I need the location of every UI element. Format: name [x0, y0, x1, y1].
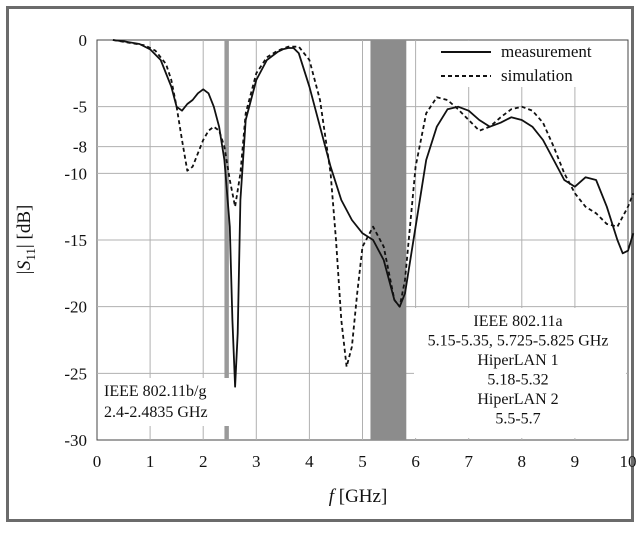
y-tick-label: -20: [64, 298, 87, 317]
series-line-simulation: [112, 39, 635, 368]
y-tick-label: -5: [73, 98, 87, 117]
y-tick-label: -25: [64, 364, 87, 383]
annotation-11a-line: 5.15-5.35, 5.725-5.825 GHz: [428, 333, 609, 350]
x-axis-label: f [GHz]: [329, 486, 388, 507]
x-tick-label: 9: [571, 452, 580, 471]
x-tick-label: 10: [620, 452, 637, 471]
frequency-band-2: [370, 40, 407, 440]
y-tick-label: -10: [64, 164, 87, 183]
series-line-measurement: [112, 39, 635, 388]
x-tick-label: 7: [464, 452, 473, 471]
x-tick-label: 0: [93, 452, 102, 471]
y-tick-label: -15: [64, 231, 87, 250]
y-tick-label: -30: [64, 431, 87, 450]
legend-label-measurement: measurement: [501, 42, 592, 61]
x-tick-label: 3: [252, 452, 261, 471]
x-tick-label: 5: [358, 452, 367, 471]
legend-label-simulation: simulation: [501, 66, 573, 85]
annotation-11a-line: HiperLAN 1: [477, 352, 558, 369]
y-tick-label: -8: [73, 138, 87, 157]
x-tick-label: 8: [518, 452, 527, 471]
annotation-11a-line: IEEE 802.11a: [473, 313, 562, 330]
y-axis-label: |S11| [dB]: [14, 205, 38, 276]
x-tick-label: 1: [146, 452, 155, 471]
legend-box: [436, 41, 624, 87]
annotation-11a-line: 5.5-5.7: [495, 411, 540, 428]
x-tick-label: 6: [411, 452, 420, 471]
x-tick-label: 2: [199, 452, 208, 471]
x-tick-label: 4: [305, 452, 314, 471]
annotation-11a-line: 5.18-5.32: [487, 372, 548, 389]
annotation-11bg-line: 2.4-2.4835 GHz: [104, 404, 208, 421]
annotation-11bg-line: IEEE 802.11b/g: [104, 383, 207, 400]
frequency-band-1: [224, 40, 229, 440]
annotation-box-11a: [414, 308, 626, 438]
annotation-11a-line: HiperLAN 2: [477, 391, 558, 408]
annotation-box-11bg: [101, 378, 231, 426]
y-tick-label: 0: [79, 31, 88, 50]
